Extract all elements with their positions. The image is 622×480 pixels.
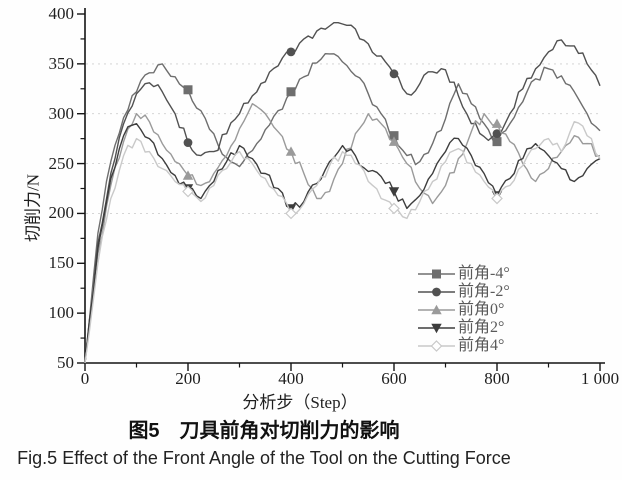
legend-label-front-angle-neg4: 前角-4° — [458, 265, 510, 282]
x-tick-label-1000: 1 000 — [580, 369, 620, 388]
x-tick-label-0: 0 — [80, 369, 90, 388]
legend-label-front-angle-neg2: 前角-2° — [458, 283, 510, 300]
y-tick-label-200: 200 — [48, 203, 75, 222]
y-tick-label-300: 300 — [48, 104, 75, 123]
legend-label-front-angle-0: 前角0° — [458, 301, 505, 318]
y-tick-label-400: 400 — [48, 4, 75, 23]
x-tick-label-400: 400 — [278, 369, 304, 388]
legend-label-front-angle-2: 前角2° — [458, 319, 505, 336]
legend-label-front-angle-4: 前角4° — [458, 337, 505, 354]
y-tick-label-250: 250 — [48, 154, 75, 173]
figure-caption-en: Fig.5 Effect of the Front Angle of the T… — [17, 448, 511, 468]
x-tick-label-600: 600 — [381, 369, 407, 388]
y-tick-label-100: 100 — [48, 303, 75, 322]
y-tick-label-150: 150 — [48, 253, 75, 272]
figure-caption-zh: 图5 刀具前角对切削力的影响 — [128, 420, 400, 442]
x-tick-label-200: 200 — [175, 369, 201, 388]
y-tick-label-350: 350 — [48, 54, 75, 73]
x-tick-label-800: 800 — [484, 369, 510, 388]
x-axis-title: 分析步（Step） — [242, 393, 358, 412]
y-tick-label-50: 50 — [57, 353, 74, 372]
